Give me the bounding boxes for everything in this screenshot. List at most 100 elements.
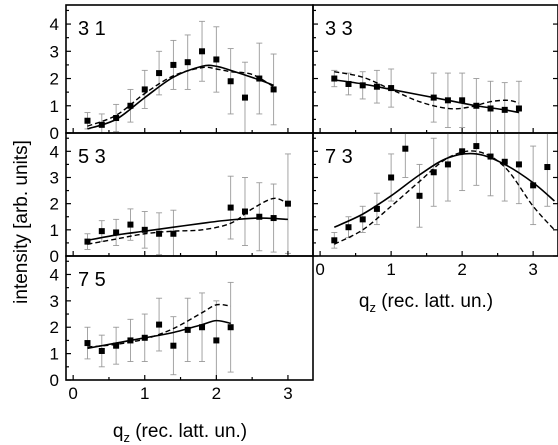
panel-label: 3 1 (78, 18, 106, 40)
y-tick-label: 4 (50, 265, 59, 284)
y-tick-label: 1 (50, 221, 59, 240)
data-point (416, 192, 423, 199)
solid-fit-line (87, 217, 288, 242)
dashed-fit-line (333, 150, 555, 245)
x-axis-title-left-rest: (rec. latt. un.) (130, 421, 247, 442)
data-point (530, 182, 537, 189)
y-tick-label: 3 (50, 292, 59, 311)
data-point (515, 105, 522, 112)
data-point (98, 347, 105, 354)
data-point (402, 145, 409, 152)
panel-plot-area (84, 153, 291, 256)
data-point (359, 82, 366, 89)
y-tick-label: 0 (50, 247, 59, 266)
panel-frame (65, 255, 314, 381)
data-point (98, 121, 105, 128)
data-point (331, 237, 338, 244)
data-point (284, 200, 291, 207)
data-point (459, 97, 466, 104)
data-point (501, 158, 508, 165)
x-tick-label: 0 (68, 384, 77, 403)
data-point (84, 340, 91, 347)
data-point (487, 153, 494, 160)
y-tick-label: 0 (50, 124, 59, 143)
y-tick-label: 2 (50, 195, 59, 214)
x-tick-label: 1 (386, 260, 395, 279)
data-point (256, 75, 263, 82)
x-axis-title-right-q: q (359, 291, 370, 312)
x-axis-title-left: qz (rec. latt. un.) (113, 421, 247, 445)
data-point (184, 59, 191, 66)
data-point (156, 70, 163, 77)
data-point (127, 221, 134, 228)
data-point (544, 164, 551, 171)
data-point (141, 226, 148, 233)
y-axis-title: intensity [arb. units] (11, 140, 32, 304)
dashed-fit-line (87, 197, 289, 245)
y-tick-label: 2 (50, 70, 59, 89)
data-point (227, 324, 234, 331)
x-axis-title-left-sub: z (123, 430, 130, 445)
data-point (515, 161, 522, 168)
data-point (388, 85, 395, 92)
panel-label: 7 3 (325, 146, 353, 168)
data-point (241, 208, 248, 215)
solid-fit-line (87, 64, 274, 130)
data-point (487, 105, 494, 112)
data-point (213, 337, 220, 344)
panel-frame (312, 132, 558, 257)
x-axis-title-right: qz (rec. latt. un.) (359, 291, 493, 315)
data-point (501, 106, 508, 113)
data-point (227, 78, 234, 85)
y-tick-label: 1 (50, 345, 59, 364)
y-tick-label: 0 (50, 371, 59, 390)
data-point (345, 80, 352, 87)
data-point (459, 148, 466, 155)
x-tick-label: 1 (140, 384, 149, 403)
data-point (199, 324, 206, 331)
y-tick-label: 2 (50, 318, 59, 337)
x-tick-label: 0 (315, 260, 324, 279)
data-point (256, 213, 263, 220)
y-tick-label: 3 (50, 168, 59, 187)
data-point (170, 61, 177, 68)
data-point (388, 174, 395, 181)
data-point (141, 86, 148, 93)
data-point (359, 216, 366, 223)
panel-label: 7 5 (78, 269, 106, 291)
data-point (113, 115, 120, 122)
data-point (444, 161, 451, 168)
data-point (473, 143, 480, 150)
data-point (241, 94, 248, 101)
x-tick-label: 3 (283, 384, 292, 403)
x-tick-label: 3 (528, 260, 537, 279)
panel-2: 0 1 2 3 4 5 3 (50, 132, 314, 266)
data-point (213, 56, 220, 63)
x-axis-title-right-rest: (rec. latt. un.) (376, 291, 493, 312)
panel-label: 5 3 (78, 146, 106, 168)
panel-plot-area (331, 68, 522, 133)
dashed-fit-line (334, 71, 520, 110)
x-tick-label: 2 (457, 260, 466, 279)
data-point (270, 86, 277, 93)
data-point (444, 97, 451, 104)
data-point (156, 321, 163, 328)
panel-0: 0 1 2 3 4 3 1 (50, 4, 314, 143)
y-tick-label: 4 (50, 15, 59, 34)
data-point (141, 334, 148, 341)
data-point (227, 204, 234, 211)
x-axis-title-right-sub: z (369, 300, 376, 315)
panel-plot-area (331, 133, 555, 249)
data-point (84, 238, 91, 245)
data-point (184, 326, 191, 333)
data-point (156, 230, 163, 237)
dashed-fit-line (87, 66, 274, 127)
data-point (98, 228, 105, 235)
data-point (127, 102, 134, 109)
solid-fit-line (333, 152, 555, 228)
y-tick-label: 4 (50, 142, 59, 161)
panel-4: 0 1 2 3 4 0 1 2 3 7 5 (50, 255, 314, 403)
data-point (199, 48, 206, 55)
